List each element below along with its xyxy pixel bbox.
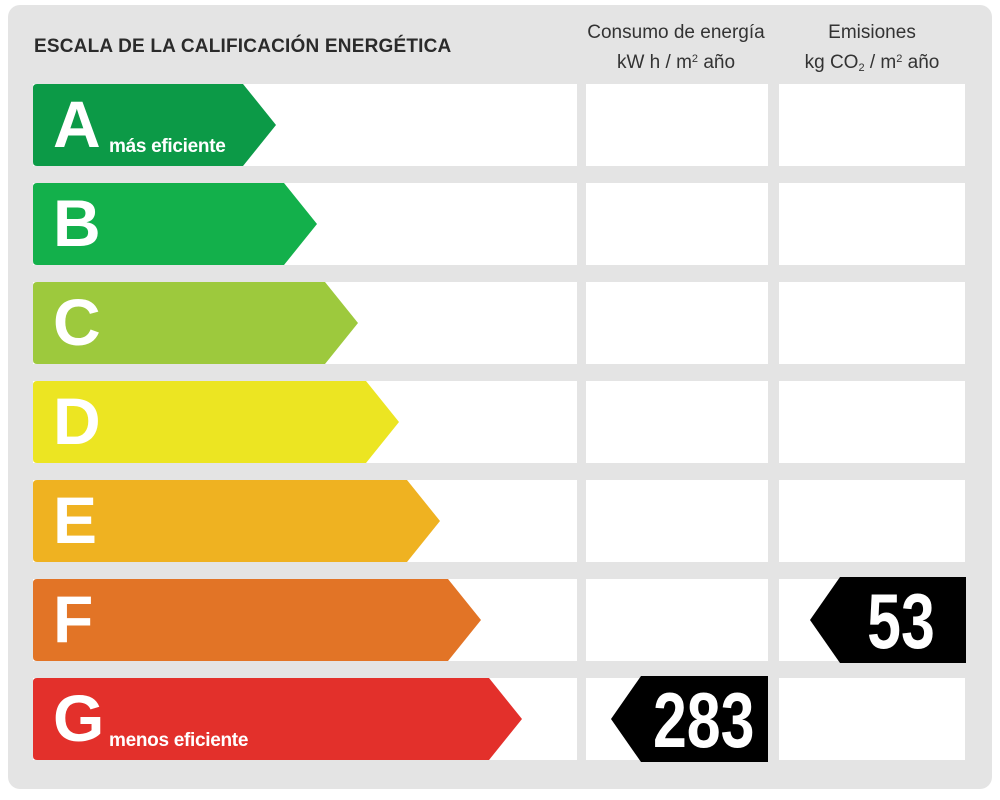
rating-arrow-c: C — [33, 282, 359, 364]
energy-cell-a — [586, 84, 768, 166]
emissions-cell-b — [779, 183, 965, 265]
emissions-cell-g — [779, 678, 965, 760]
energy-cell-e — [586, 480, 768, 562]
energy-cell-f — [586, 579, 768, 661]
emissions-tag: 53 — [810, 577, 966, 665]
rating-caption-a: más eficiente — [109, 136, 226, 157]
rating-letter-d: D — [53, 384, 101, 458]
rating-letter-c: C — [53, 285, 101, 359]
page-title: ESCALA DE LA CALIFICACIÓN ENERGÉTICA — [34, 36, 452, 57]
emissions-column-title: Emisiones — [828, 22, 916, 43]
energy-column-unit: kW h / m2 año — [616, 52, 736, 73]
emissions-cell-c — [779, 282, 965, 364]
emissions-cell-a — [779, 84, 965, 166]
emissions-tag-value: 53 — [867, 577, 935, 665]
energy-consumption-tag-value: 283 — [652, 676, 755, 764]
rating-arrow-f: F — [33, 579, 482, 661]
energy-column-title: Consumo de energía — [587, 22, 765, 43]
emissions-column-unit: kg CO2 / m2 año — [804, 52, 940, 74]
rating-caption-g: menos eficiente — [109, 730, 249, 751]
rating-letter-f: F — [53, 582, 94, 656]
rating-letter-a: A — [53, 87, 101, 161]
emissions-cell-e — [779, 480, 965, 562]
rating-letter-b: B — [53, 186, 101, 260]
energy-cell-d — [586, 381, 768, 463]
energy-cell-b — [586, 183, 768, 265]
rating-letter-g: G — [53, 681, 105, 755]
rating-arrow-e: E — [33, 480, 441, 562]
rating-arrow-b: B — [33, 183, 318, 265]
rating-arrow-d: D — [33, 381, 400, 463]
emissions-column-header: Emisiones kg CO2 / m2 año — [779, 19, 965, 82]
energy-consumption-tag: 283 — [611, 676, 768, 764]
energy-cell-c — [586, 282, 768, 364]
rating-letter-e: E — [53, 483, 98, 557]
emissions-cell-d — [779, 381, 965, 463]
energy-column-header: Consumo de energía kW h / m2 año — [583, 19, 769, 76]
